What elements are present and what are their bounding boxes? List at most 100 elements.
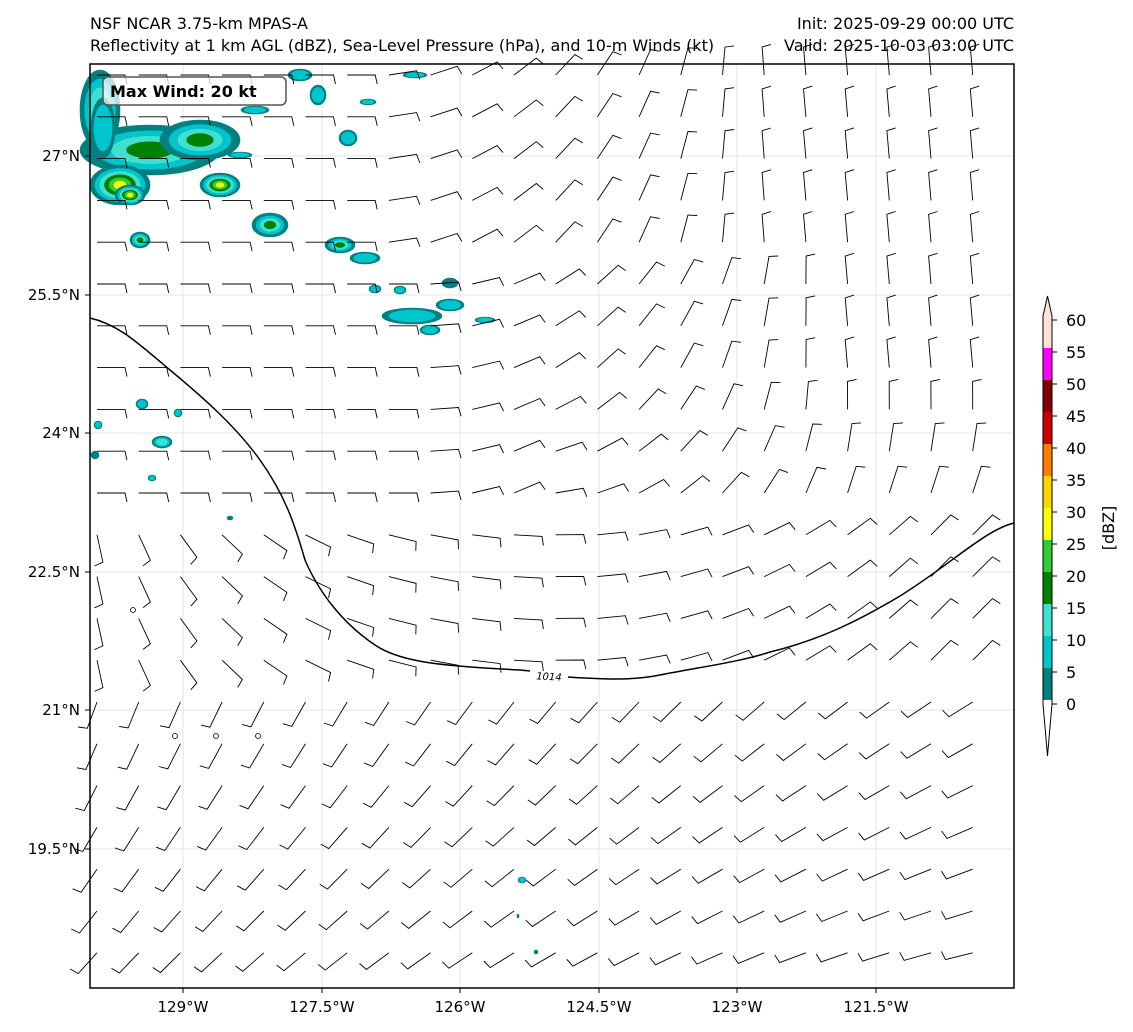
wind-barb-icon	[847, 559, 878, 577]
wind-barb-icon	[388, 367, 420, 377]
wind-barb-icon	[761, 43, 772, 76]
calm-icon	[255, 733, 261, 739]
wind-barb-icon	[116, 785, 140, 811]
wind-barb-icon	[222, 492, 253, 503]
wind-barb-icon	[803, 85, 813, 117]
colorbar-segment	[1043, 668, 1052, 700]
wind-barb-icon	[430, 534, 459, 550]
colorbar-tick-label: 10	[1066, 631, 1086, 650]
wind-barb-icon	[513, 224, 544, 243]
init-time: Init: 2025-09-29 00:00 UTC	[796, 14, 1014, 33]
wind-barb-icon	[180, 241, 211, 252]
wind-barb-icon	[119, 701, 140, 729]
wind-barb-icon	[652, 743, 682, 764]
wind-barb-icon	[430, 323, 462, 333]
wind-barb-icon	[73, 827, 98, 853]
wind-barb-icon	[263, 659, 288, 685]
wind-barb-icon	[847, 601, 878, 619]
wind-barb-icon	[555, 487, 588, 497]
wind-barb-icon	[805, 561, 837, 577]
wind-barb-icon	[222, 408, 253, 419]
wind-barb-icon	[888, 422, 903, 452]
wind-barb-icon	[114, 827, 140, 852]
wind-barb-icon	[430, 107, 463, 118]
wind-barb-icon	[680, 568, 713, 578]
wind-barb-icon	[347, 367, 378, 377]
wind-barb-icon	[816, 827, 848, 842]
wind-barb-icon	[569, 743, 598, 765]
wind-barb-icon	[305, 199, 336, 210]
wind-barb-icon	[180, 618, 198, 649]
wind-barb-icon	[263, 241, 295, 252]
wind-barb-icon	[513, 356, 546, 369]
reflectivity-cell	[388, 309, 436, 323]
wind-barb-icon	[388, 408, 420, 419]
wind-barb-icon	[444, 827, 473, 848]
wind-barb-icon	[240, 743, 265, 769]
wind-barb-icon	[529, 701, 557, 724]
lon-tick-label: 123°W	[712, 998, 763, 1016]
wind-barb-icon	[430, 191, 463, 201]
wind-barb-icon	[930, 465, 949, 494]
wind-barb-icon	[597, 531, 629, 542]
wind-barb-icon	[180, 325, 211, 335]
wind-barb-icon	[969, 169, 980, 201]
wind-barb-icon	[430, 659, 459, 675]
reflectivity-cell	[244, 106, 266, 114]
wind-barb-icon	[638, 433, 669, 452]
colorbar-tick-label: 20	[1066, 567, 1086, 586]
wind-barb-icon	[597, 573, 629, 583]
wind-barb-icon	[930, 514, 959, 536]
wind-barb-icon	[680, 610, 713, 620]
wind-barb-icon	[305, 74, 336, 85]
wind-barb-icon	[472, 103, 504, 118]
wind-barb-icon	[844, 127, 855, 159]
wind-barb-icon	[513, 534, 544, 546]
wind-barb-icon	[388, 112, 421, 122]
wind-barb-icon	[942, 701, 973, 718]
wind-barb-icon	[305, 534, 332, 557]
wind-barb-icon	[483, 910, 515, 928]
wind-barb-icon	[941, 743, 973, 759]
wind-barb-icon	[485, 827, 515, 847]
wind-barb-icon	[803, 211, 813, 243]
wind-barb-icon	[305, 617, 332, 640]
reflectivity-cell	[370, 285, 380, 293]
wind-barb-icon	[221, 534, 243, 563]
wind-barb-icon	[941, 868, 973, 880]
wind-barb-icon	[680, 47, 698, 76]
wind-barb-icon	[722, 566, 755, 578]
wind-barb-icon	[722, 170, 735, 201]
wind-barb-icon	[347, 576, 375, 595]
wind-barb-icon	[761, 85, 772, 117]
wind-barb-icon	[610, 743, 640, 764]
wind-barb-icon	[180, 576, 198, 607]
wind-barb-icon	[928, 43, 938, 76]
wind-barb-icon	[969, 211, 980, 243]
wind-barb-icon	[430, 149, 463, 160]
wind-barb-icon	[487, 743, 515, 766]
colorbar-tick-label: 50	[1066, 375, 1086, 394]
wind-barb-icon	[844, 336, 855, 368]
colorbar-label: [dBZ]	[1099, 506, 1118, 551]
colorbar-tick-label: 5	[1066, 663, 1076, 682]
wind-barb-icon	[844, 211, 855, 243]
wind-barb-icon	[442, 910, 473, 929]
lon-tick-label: 129°W	[158, 998, 209, 1016]
subtitle: Reflectivity at 1 km AGL (dBZ), Sea-Leve…	[90, 36, 715, 55]
wind-barb-icon	[405, 743, 431, 767]
reflectivity-cell	[186, 133, 214, 147]
wind-barb-icon	[608, 868, 640, 886]
reflectivity-field	[79, 68, 539, 955]
wind-barb-icon	[597, 176, 622, 201]
wind-barb-icon	[305, 367, 336, 377]
wind-barb-icon	[722, 129, 735, 159]
wind-barb-icon	[472, 444, 505, 454]
wind-barb-icon	[969, 43, 980, 76]
wind-barb-icon	[112, 910, 140, 934]
wind-barb-icon	[555, 534, 587, 544]
wind-barb-icon	[388, 534, 417, 551]
wind-barb-icon	[359, 910, 390, 930]
wind-barb-icon	[940, 951, 973, 961]
wind-barb-icon	[732, 952, 765, 964]
